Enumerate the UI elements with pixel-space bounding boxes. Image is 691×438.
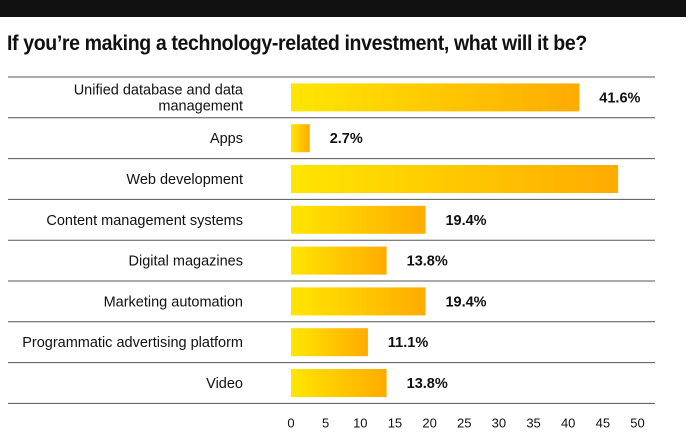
value-labels: 41.6% 2.7% 19.4% 13.8% 19.4% 11.1% 13.8% <box>330 90 641 392</box>
bar <box>291 83 580 112</box>
bar <box>291 124 310 153</box>
bars <box>291 83 619 397</box>
chart-title: If you’re making a technology-related in… <box>7 32 587 55</box>
category-label: Content management systems <box>46 213 243 229</box>
x-axis-tick-labels: 0 5 10 15 20 25 30 35 40 45 50 <box>287 415 644 430</box>
value-label: 13.8% <box>407 376 448 392</box>
bar <box>291 246 387 275</box>
value-label: 2.7% <box>330 131 363 147</box>
bar <box>291 287 426 316</box>
x-tick-label: 45 <box>596 415 610 430</box>
bar <box>291 369 387 397</box>
x-tick-label: 10 <box>353 415 367 430</box>
value-label: 19.4% <box>445 213 486 229</box>
x-tick-label: 25 <box>457 415 471 430</box>
x-tick-label: 35 <box>526 415 540 430</box>
x-tick-label: 5 <box>322 415 329 430</box>
x-tick-label: 40 <box>561 415 575 430</box>
value-label: 41.6% <box>599 90 640 106</box>
top-banner-bar <box>0 0 686 17</box>
x-tick-label: 20 <box>422 415 436 430</box>
bar <box>291 205 426 234</box>
category-label: Marketing automation <box>104 294 243 310</box>
value-label: 11.1% <box>388 335 428 351</box>
category-label: Web development <box>126 172 243 188</box>
bar <box>291 165 619 193</box>
row-dividers <box>8 76 655 404</box>
category-label: Apps <box>210 131 243 147</box>
x-tick-label: 0 <box>287 415 294 430</box>
category-label: Programmatic advertising platform <box>22 335 243 351</box>
category-label: Digital magazines <box>129 254 243 270</box>
x-tick-label: 50 <box>630 415 644 430</box>
bar <box>291 328 368 357</box>
x-tick-label: 30 <box>492 415 506 430</box>
category-label: Unified database and data management <box>74 82 244 114</box>
x-tick-label: 15 <box>388 415 402 430</box>
value-label: 13.8% <box>407 254 448 270</box>
category-labels: Unified database and data management Apps W… <box>22 82 244 392</box>
category-label: Video <box>206 376 243 392</box>
value-label: 19.4% <box>445 294 486 310</box>
